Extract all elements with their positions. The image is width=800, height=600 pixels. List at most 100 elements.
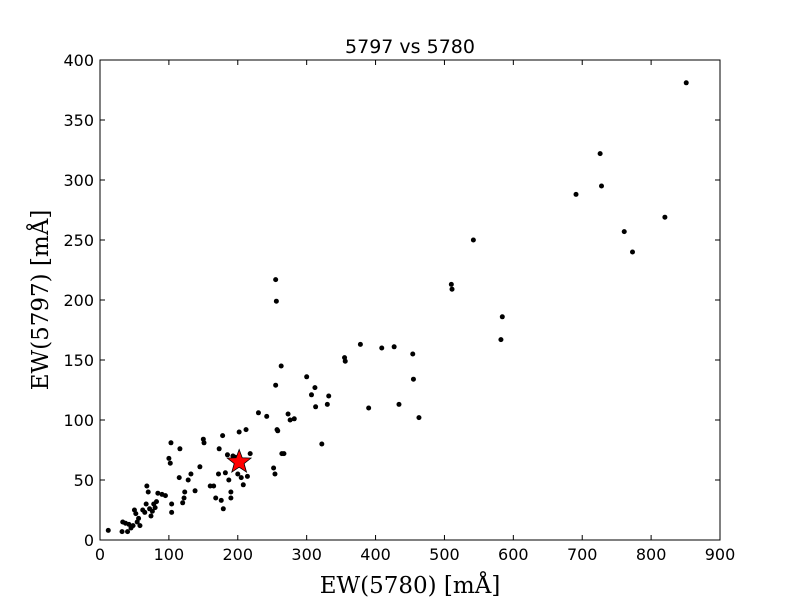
scatter-point xyxy=(136,515,142,521)
chart-title: 5797 vs 5780 xyxy=(345,36,475,58)
scatter-point xyxy=(255,410,261,416)
scatter-point xyxy=(291,416,297,422)
scatter-point xyxy=(228,489,234,495)
data-points xyxy=(105,80,689,535)
scatter-point xyxy=(630,249,636,255)
scatter-point xyxy=(236,429,242,435)
scatter-point xyxy=(326,393,332,399)
scatter-point xyxy=(125,529,131,535)
scatter-point xyxy=(192,488,198,494)
scatter-point xyxy=(176,475,182,481)
y-tick-label: 350 xyxy=(63,111,94,130)
scatter-point xyxy=(207,483,213,489)
scatter-point xyxy=(264,413,270,419)
scatter-point xyxy=(228,495,234,501)
scatter-point xyxy=(220,506,226,512)
scatter-point xyxy=(281,451,287,457)
x-tick-label: 700 xyxy=(567,545,598,564)
scatter-point xyxy=(240,482,246,488)
scatter-point xyxy=(244,473,250,479)
scatter-point xyxy=(155,490,161,496)
scatter-point xyxy=(273,298,279,304)
scatter-point xyxy=(304,374,310,380)
scatter-point xyxy=(312,385,318,391)
x-tick-label: 600 xyxy=(498,545,529,564)
y-tick-label: 300 xyxy=(63,171,94,190)
axis-ticks: 0 100 200 300 400 500 600 700 800 900 0 50 100 150 200… xyxy=(63,51,735,564)
scatter-point xyxy=(366,405,372,411)
scatter-point xyxy=(275,428,281,434)
scatter-point xyxy=(271,465,277,471)
y-tick-label: 250 xyxy=(63,231,94,250)
scatter-point xyxy=(273,277,279,283)
scatter-point xyxy=(185,477,191,483)
scatter-point xyxy=(410,351,416,357)
scatter-point xyxy=(148,513,154,519)
scatter-point xyxy=(142,509,148,515)
scatter-point xyxy=(167,460,173,466)
x-axis-label: EW(5780) [mÅ] xyxy=(320,571,501,599)
scatter-point xyxy=(599,183,605,189)
x-tick-label: 300 xyxy=(291,545,322,564)
y-tick-label: 150 xyxy=(63,351,94,370)
y-tick-label: 0 xyxy=(84,531,94,550)
y-axis-label: EW(5797) [mÅ] xyxy=(26,210,54,391)
scatter-point xyxy=(220,433,226,439)
scatter-point xyxy=(662,214,668,220)
scatter-point xyxy=(273,382,279,388)
scatter-point xyxy=(498,337,504,343)
scatter-point xyxy=(211,483,217,489)
scatter-point xyxy=(182,489,188,495)
scatter-point xyxy=(188,471,194,477)
scatter-point xyxy=(222,470,228,476)
scatter-point xyxy=(180,500,186,506)
scatter-point xyxy=(470,237,476,243)
scatter-point xyxy=(416,415,422,421)
scatter-point xyxy=(278,363,284,369)
y-tick-label: 50 xyxy=(74,471,94,490)
y-tick-label: 400 xyxy=(63,51,94,70)
scatter-point xyxy=(573,191,579,197)
x-tick-label: 900 xyxy=(705,545,736,564)
scatter-point xyxy=(499,314,505,320)
scatter-point xyxy=(218,497,224,503)
scatter-point xyxy=(319,441,325,447)
scatter-point xyxy=(287,417,293,423)
scatter-point xyxy=(105,527,111,533)
scatter-point xyxy=(144,483,150,489)
scatter-point xyxy=(169,501,175,507)
scatter-point xyxy=(621,229,627,235)
scatter-point xyxy=(448,281,454,287)
scatter-point xyxy=(201,440,207,446)
scatter-point xyxy=(166,455,172,461)
scatter-point xyxy=(683,80,689,86)
scatter-point xyxy=(169,509,175,515)
scatter-point xyxy=(243,427,249,433)
scatter-point xyxy=(197,464,203,470)
scatter-point xyxy=(597,151,603,157)
scatter-point xyxy=(181,495,187,501)
scatter-point xyxy=(238,475,244,481)
scatter-point xyxy=(213,495,219,501)
scatter-point xyxy=(137,523,143,529)
x-tick-label: 0 xyxy=(95,545,105,564)
scatter-point xyxy=(313,404,319,410)
scatter-point xyxy=(342,358,348,364)
y-tick-label: 100 xyxy=(63,411,94,430)
x-tick-label: 500 xyxy=(429,545,460,564)
scatter-point xyxy=(152,505,158,511)
scatter-point xyxy=(119,529,125,535)
x-tick-label: 200 xyxy=(223,545,254,564)
scatter-point xyxy=(145,489,151,495)
scatter-point xyxy=(143,501,149,507)
y-tick-label: 200 xyxy=(63,291,94,310)
scatter-point xyxy=(235,471,241,477)
scatter-point xyxy=(379,345,385,351)
scatter-point xyxy=(391,344,397,350)
scatter-point xyxy=(410,376,416,382)
scatter-point xyxy=(216,446,222,452)
scatter-point xyxy=(308,392,314,398)
scatter-point xyxy=(324,401,330,407)
highlight-star-point xyxy=(226,448,253,474)
